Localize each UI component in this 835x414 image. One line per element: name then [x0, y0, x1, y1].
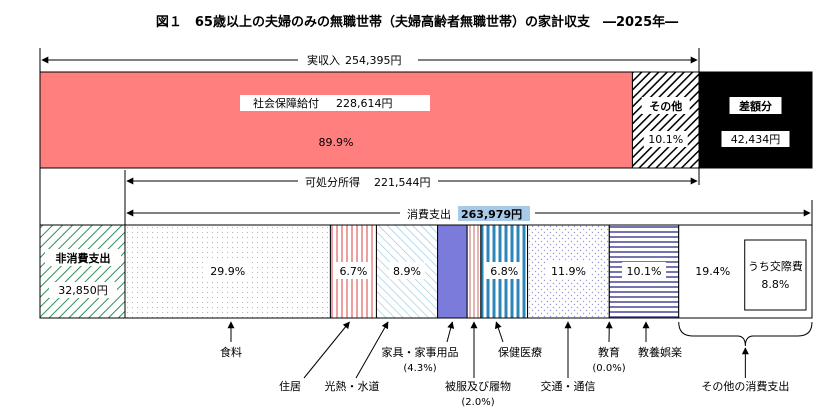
share-bg-8: [622, 262, 667, 279]
other-income-share: 10.1%: [648, 133, 683, 146]
expenditure-segment-0: [124, 224, 331, 319]
nonconsumption-name: 非消費支出: [56, 251, 111, 265]
callout-label-8: 教養娯楽: [638, 345, 682, 359]
arrow-furniture: [446, 321, 455, 343]
expenditure-segment-3: [437, 224, 468, 319]
consumption-value-highlight: [458, 206, 530, 221]
chart-title: 図１ 65歳以上の夫婦のみの無職世帯（夫婦高齢者無職世帯）の家計収支 ―2025…: [156, 14, 678, 30]
entertainment-subitem-box: [744, 239, 807, 311]
deficit-name-bg: [729, 97, 782, 114]
social-security-name: 社会保障給付: [253, 96, 319, 110]
subitem-name: うち交際費: [748, 259, 803, 273]
income-segment-other: [631, 71, 700, 169]
consumption-label: 消費支出: [407, 207, 451, 221]
expenditure-share-0: 29.9%: [210, 265, 245, 278]
nonconsumption-value: 32,850円: [58, 284, 108, 297]
share-bg-2: [389, 262, 426, 279]
social-security-value: 228,614円: [336, 97, 393, 110]
consumption-value: 263,979円: [461, 208, 522, 221]
arrow-utilities: [355, 321, 389, 379]
income-segment-social-security: [39, 71, 633, 169]
share-bg-6: [546, 262, 591, 279]
callout-label-6: 交通・通信: [541, 379, 596, 393]
expenditure-share-2: 8.9%: [393, 265, 421, 278]
disposable-label-bg: [298, 174, 438, 189]
expenditure-segment-4: [466, 224, 482, 319]
income-total-label: 実収入: [307, 53, 340, 67]
social-security-share: 89.9%: [319, 136, 354, 149]
disposable-value: 221,544円: [374, 176, 431, 189]
income-label-bg: [298, 52, 418, 67]
other-name-bg: [641, 97, 690, 114]
social-label-bg: [240, 95, 430, 111]
other-consumption-brace: [678, 321, 813, 347]
income-total-value: 254,395円: [345, 54, 402, 67]
callout-label-0: 食料: [220, 345, 242, 359]
expenditure-share-8: 10.1%: [627, 265, 662, 278]
deficit-name: 差額分: [739, 99, 772, 113]
callout-label-1: 住居: [279, 379, 301, 393]
deficit-segment: [698, 71, 813, 169]
share-bg-1: [335, 262, 372, 279]
callout-share-4: (2.0%): [461, 397, 494, 408]
expenditure-share-1: 6.7%: [339, 265, 367, 278]
callout-label-2: 光熱・水道: [325, 379, 380, 393]
callout-label-7: 教育: [598, 345, 620, 359]
income-bar: 社会保障給付 228,614円 89.9% その他 10.1% 差額分 42,434円: [39, 71, 813, 169]
nonconsumption-value-bg: [49, 282, 117, 298]
expenditure-share-9: 19.4%: [695, 265, 730, 278]
arrow-medical: [494, 321, 504, 343]
callout-label-9: その他の消費支出: [701, 379, 789, 393]
share-bg-5: [486, 262, 523, 279]
expenditure-share-6: 11.9%: [551, 265, 586, 278]
callout-label-5: 保健医療: [498, 345, 542, 359]
callout-label-4: 被服及び履物: [445, 379, 511, 393]
expenditure-share-5: 6.8%: [490, 265, 518, 278]
other-share-bg: [643, 131, 688, 147]
nonconsumption-name-bg: [45, 249, 121, 266]
nonconsumption-segment: [39, 224, 126, 319]
expenditure-bar: 非消費支出 32,850円 29.9% 6.7% 8.9% 6.8% 11.9% 10.1% 1…: [39, 224, 813, 319]
other-income-name: その他: [649, 99, 682, 113]
deficit-value-bg: [721, 131, 790, 147]
deficit-value: 42,434円: [731, 133, 781, 146]
share-bg-0: [204, 262, 251, 279]
disposable-label: 可処分所得: [305, 176, 360, 189]
subitem-share: 8.8%: [761, 278, 789, 291]
callout-share-3: (4.3%): [403, 363, 436, 374]
callout-share-7: (0.0%): [592, 363, 625, 374]
arrow-housing: [303, 321, 350, 379]
callout-label-3: 家具・家事用品: [382, 345, 459, 359]
